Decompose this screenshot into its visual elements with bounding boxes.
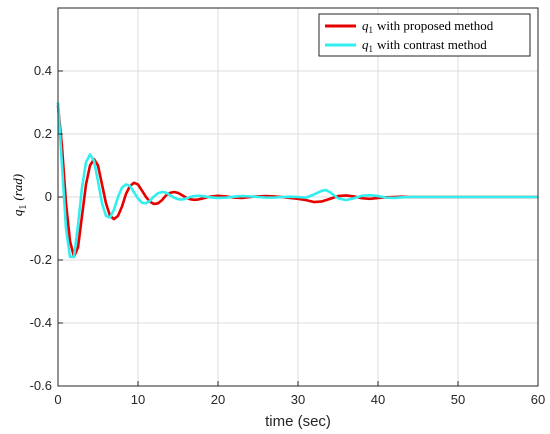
y-axis-label-base: q (10, 209, 25, 216)
y-tick-label: -0.4 (30, 315, 52, 330)
y-tick-label: 0 (45, 189, 52, 204)
legend-entry-contrast: q1 with contrast method (362, 37, 487, 54)
y-tick-label: 0.4 (34, 63, 52, 78)
x-tick-label: 30 (291, 392, 305, 407)
x-tick-label: 20 (211, 392, 225, 407)
x-tick-label: 40 (371, 392, 385, 407)
y-tick-label: 0.2 (34, 126, 52, 141)
y-tick-label: -0.2 (30, 252, 52, 267)
ticks: 0 10 20 30 40 50 60 -0.6 -0.4 -0.2 0 0.2 0.4 (30, 63, 546, 407)
x-axis-label: time (sec) (265, 413, 331, 430)
legend: q1 with proposed method q1 with contrast m… (318, 13, 531, 57)
series-line-0 (56, 105, 538, 259)
y-axis-label: q1 (rad) (10, 174, 29, 216)
x-tick-label: 60 (531, 392, 545, 407)
y-tick-label: -0.6 (30, 378, 52, 393)
x-tick-label: 10 (131, 392, 145, 407)
y-axis-label-sub: 1 (18, 205, 29, 210)
legend-box (318, 13, 531, 57)
series-line-1 (56, 102, 538, 259)
x-tick-label: 0 (54, 392, 61, 407)
series-layer (56, 102, 538, 259)
x-tick-label: 50 (451, 392, 465, 407)
y-axis-label-unit: (rad) (10, 174, 25, 201)
legend-entry-proposed: q1 with proposed method (362, 18, 494, 35)
